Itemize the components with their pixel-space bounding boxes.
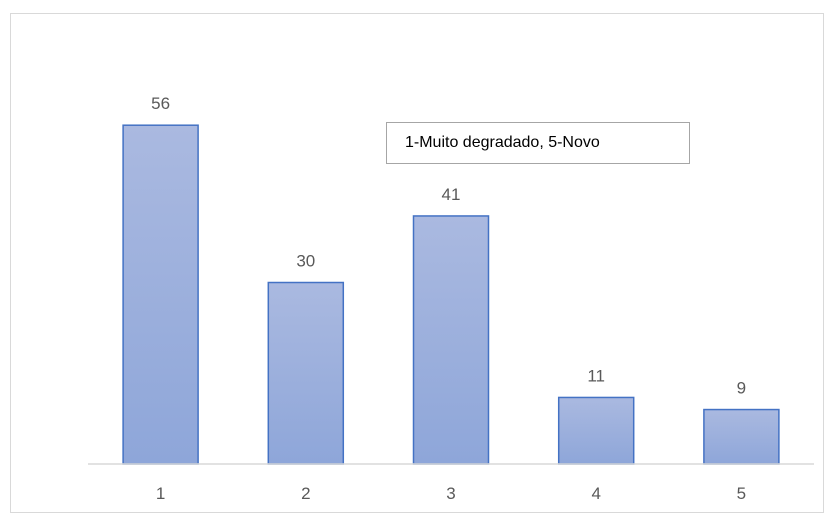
- annotation-text-box: 1-Muito degradado, 5-Novo: [386, 122, 690, 164]
- annotation-text: 1-Muito degradado, 5-Novo: [405, 134, 600, 151]
- x-tick-label-3: 3: [446, 484, 455, 501]
- bar-2: [267, 281, 345, 465]
- bars-group: [122, 124, 780, 465]
- x-tick-label-5: 5: [737, 484, 746, 501]
- bar-3: [412, 215, 490, 465]
- bar-1: [122, 124, 199, 465]
- data-label-4: 11: [587, 366, 605, 385]
- x-tick-labels: 1 2 3 4 5: [156, 484, 746, 501]
- bar-5: [703, 408, 780, 465]
- x-tick-label-4: 4: [591, 484, 600, 501]
- data-label-5: 9: [737, 379, 746, 398]
- data-label-3: 41: [442, 185, 461, 204]
- data-labels-group: 56 30 41 11 9: [151, 94, 746, 397]
- bar-4: [557, 396, 635, 465]
- bar-chart: 56 30 41 11 9 1 2 3 4 5: [88, 94, 814, 501]
- x-tick-label-2: 2: [301, 484, 310, 501]
- data-label-1: 56: [151, 94, 170, 113]
- data-label-2: 30: [296, 252, 315, 271]
- x-tick-label-1: 1: [156, 484, 165, 501]
